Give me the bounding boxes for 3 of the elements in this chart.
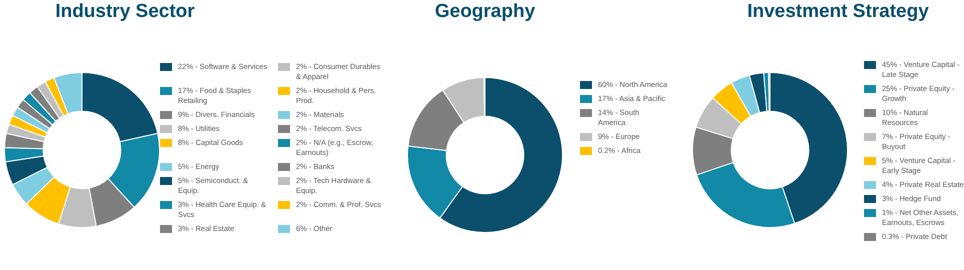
chart-title: Investment Strategy [746,1,930,23]
chart-title: Geography [434,1,536,23]
chart-title: Industry Sector [54,1,196,23]
